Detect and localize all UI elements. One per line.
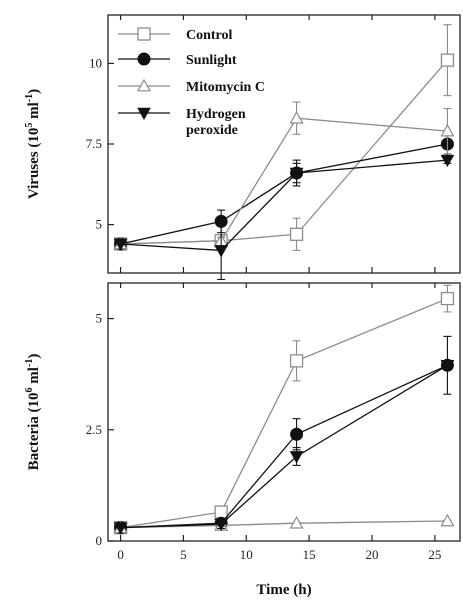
x-tick-label: 20 — [366, 547, 379, 562]
bacteria-y-tick-label: 2.5 — [86, 422, 102, 437]
legend-marker — [136, 78, 152, 92]
bacteria-series-sunlight — [114, 335, 454, 535]
legend-label: Sunlight — [186, 53, 237, 68]
legend-label: peroxide — [186, 123, 238, 138]
viruses-point-hydrogen-peroxide — [113, 238, 128, 252]
legend-marker — [137, 27, 151, 41]
bacteria-panel: 02.55 Bacteria (106 ml-1) — [24, 282, 461, 548]
legend-marker — [137, 107, 151, 121]
bacteria-y-tick-label: 5 — [96, 311, 103, 326]
x-tick-label: 10 — [240, 547, 253, 562]
legend-label: Control — [186, 28, 233, 43]
bacteria-line-mitomycin-c — [120, 520, 448, 529]
viruses-point-control — [289, 227, 304, 241]
bacteria-point-hydrogen-peroxide — [289, 451, 304, 464]
bacteria-line-sunlight — [120, 364, 448, 529]
viruses-series-hydrogen-peroxide — [113, 154, 455, 281]
bacteria-y-axis-title: Bacteria (106 ml-1) — [24, 354, 42, 471]
viruses-y-axis-title: Viruses (105 ml-1) — [24, 89, 42, 199]
x-axis-title: Time (h) — [256, 582, 311, 598]
bacteria-point-hydrogen-peroxide — [113, 522, 128, 535]
bacteria-point-control — [440, 291, 455, 306]
bacteria-point-mitomycin-c — [289, 515, 304, 529]
viruses-point-mitomycin-c — [289, 110, 304, 124]
bacteria-point-sunlight — [290, 427, 304, 441]
viruses-y-tick-label: 7.5 — [86, 136, 102, 151]
viruses-point-hydrogen-peroxide — [289, 167, 304, 181]
x-tick-label: 25 — [428, 547, 441, 562]
legend-label: Hydrogen — [186, 107, 246, 122]
viruses-point-hydrogen-peroxide — [214, 245, 228, 258]
viruses-series — [113, 24, 455, 281]
viruses-line-hydrogen-peroxide — [120, 159, 448, 252]
legend-label: Mitomycin C — [186, 80, 265, 95]
legend-entry-mitomycin-c: Mitomycin C — [118, 78, 265, 95]
viruses-point-mitomycin-c — [440, 123, 455, 137]
bacteria-series-mitomycin-c — [113, 513, 455, 534]
bacteria-point-mitomycin-c — [440, 513, 455, 527]
viruses-point-control — [440, 53, 455, 67]
legend: Control Sunlight Mitomycin C Hydrogenperoxi… — [118, 27, 265, 138]
bacteria-y-tick-label: 0 — [96, 533, 103, 548]
viruses-point-hydrogen-peroxide — [440, 154, 455, 168]
x-axis: 0 5 10 15 20 25 — [117, 547, 441, 562]
bacteria-point-control — [214, 505, 228, 519]
legend-entry-control: Control — [118, 27, 233, 43]
viruses-y-tick-label: 5 — [96, 217, 103, 232]
bacteria-series-control — [113, 284, 455, 535]
legend-marker — [137, 52, 151, 66]
bacteria-line-control — [120, 297, 448, 529]
bacteria-plot-frame — [107, 282, 461, 542]
viruses-line-control — [120, 59, 448, 245]
bacteria-series-hydrogen-peroxide — [113, 359, 455, 535]
bacteria-point-control — [289, 354, 304, 368]
viruses-line-mitomycin-c — [120, 117, 448, 245]
x-tick-label: 15 — [303, 547, 316, 562]
bacteria-point-hydrogen-peroxide — [214, 518, 228, 532]
bacteria-point-hydrogen-peroxide — [440, 359, 455, 373]
viruses-panel: 5 7.5 10 Viruses (105 ml-1) — [24, 14, 461, 281]
legend-entry-sunlight: Sunlight — [118, 52, 237, 68]
viruses-line-sunlight — [120, 143, 448, 245]
bacteria-line-hydrogen-peroxide — [120, 364, 448, 529]
x-tick-label: 0 — [117, 547, 124, 562]
viruses-series-sunlight — [114, 132, 454, 251]
viruses-series-mitomycin-c — [113, 101, 455, 250]
viruses-y-tick-label: 10 — [89, 55, 102, 70]
viruses-y-axis: 5 7.5 10 — [86, 15, 436, 273]
bacteria-series — [113, 284, 455, 535]
x-tick-label: 5 — [180, 547, 187, 562]
bacteria-y-axis: 02.55 — [86, 283, 436, 548]
